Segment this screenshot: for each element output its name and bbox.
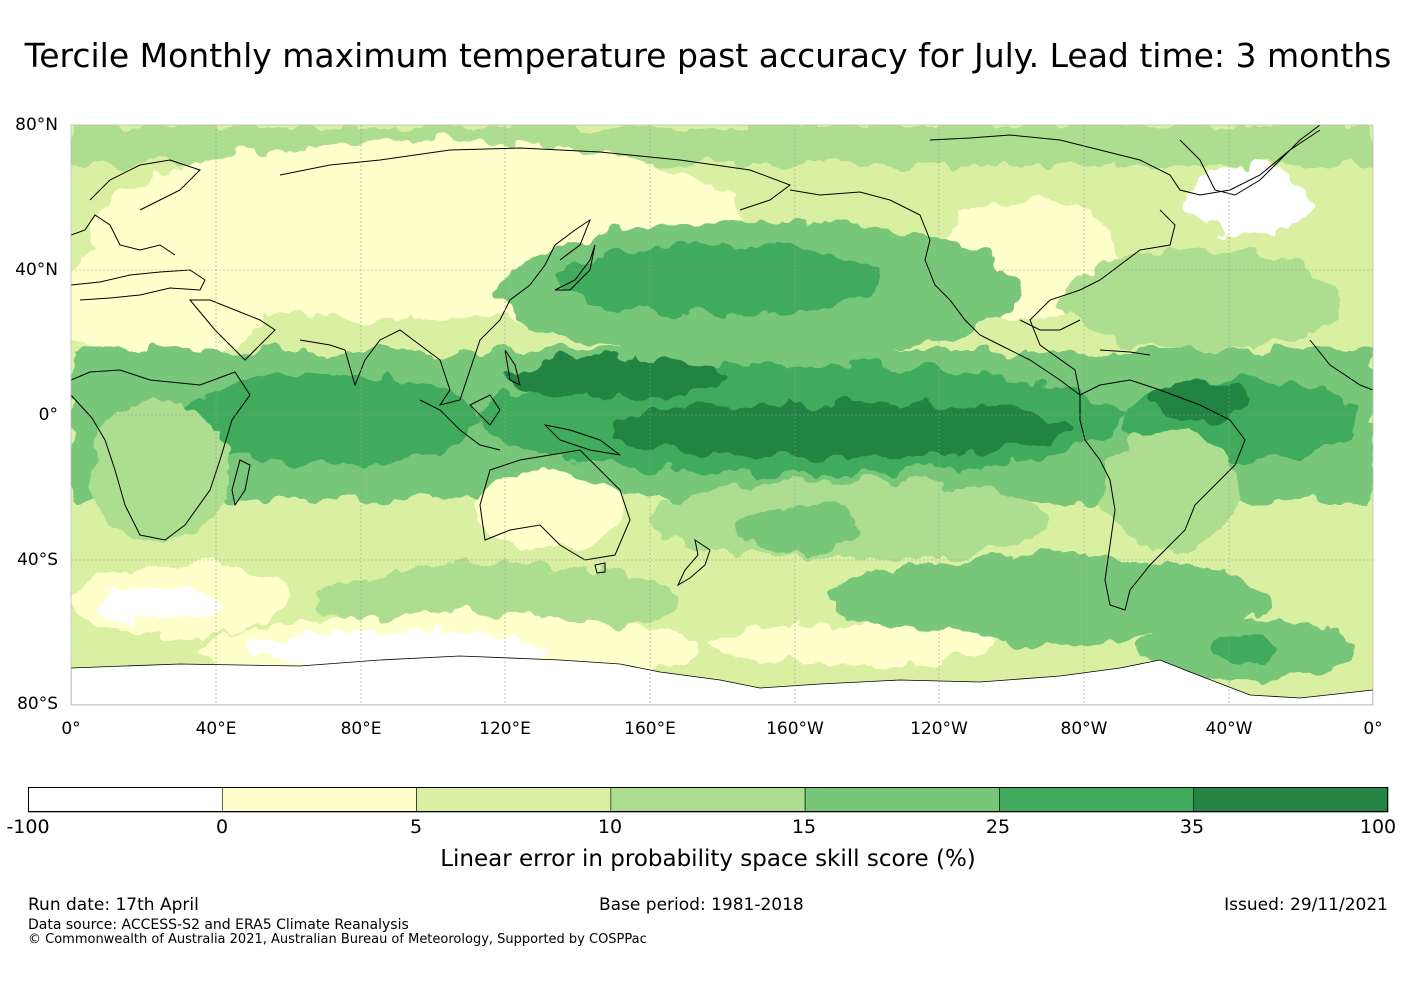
lon-label-40w: 40°W bbox=[1205, 719, 1253, 739]
colorbar-segment bbox=[1193, 787, 1389, 813]
fill-samerica-10 bbox=[1100, 430, 1240, 550]
chart-title: Tercile Monthly maximum temperature past… bbox=[24, 36, 1392, 75]
fill-southern-pale-east bbox=[710, 625, 990, 665]
lat-label-eq: 0° bbox=[38, 405, 58, 425]
coast-indonesia-1 bbox=[419, 399, 501, 451]
fill-greenland-white bbox=[1190, 165, 1310, 235]
data-source: Data source: ACCESS-S2 and ERA5 Climate … bbox=[28, 917, 409, 933]
coast-caribbean bbox=[1099, 349, 1151, 356]
fill-wpacific-35 bbox=[510, 358, 730, 398]
colorbar-segment bbox=[610, 787, 806, 813]
lon-label-0-left: 0° bbox=[61, 719, 81, 739]
fill-southern-25-east bbox=[1205, 638, 1275, 662]
lon-label-40e: 40°E bbox=[195, 719, 237, 739]
antarctica bbox=[71, 655, 1373, 705]
fill-southern-15 bbox=[830, 555, 1270, 645]
coast-india bbox=[299, 329, 421, 387]
coast-namerica-west bbox=[924, 259, 1081, 396]
fill-indian-25 bbox=[180, 375, 480, 465]
copyright: © Commonwealth of Australia 2021, Austra… bbox=[28, 932, 647, 947]
colorbar-segment bbox=[28, 787, 223, 813]
coast-greenland bbox=[1179, 125, 1321, 196]
coast-newguinea bbox=[543, 424, 621, 456]
colorbar-segment bbox=[804, 787, 1000, 813]
lat-label-40n: 40°N bbox=[15, 260, 58, 280]
coast-gulf bbox=[1019, 319, 1081, 331]
coast-philippines bbox=[504, 349, 521, 386]
coast-tasmania bbox=[594, 562, 606, 574]
coast-canada-arctic bbox=[929, 129, 1321, 196]
fill-npacific-25 bbox=[560, 245, 880, 315]
base-period: Base period: 1981-2018 bbox=[599, 895, 804, 915]
colorbar-segment bbox=[221, 787, 417, 813]
lat-label-80s: 80°S bbox=[17, 694, 58, 714]
colorbar-tick-label: 15 bbox=[791, 816, 817, 838]
coast-australia bbox=[479, 449, 631, 561]
coast-mediterranean bbox=[71, 269, 206, 301]
coast-westafrica-east bbox=[1309, 339, 1373, 391]
coast-alaska bbox=[789, 189, 931, 261]
colorbar-tick-label: 100 bbox=[1359, 816, 1397, 838]
lat-label-80n: 80°N bbox=[15, 115, 58, 135]
colorbar-segment bbox=[999, 787, 1195, 813]
colorbar-tick-label: 35 bbox=[1179, 816, 1205, 838]
lon-label-120e: 120°E bbox=[479, 719, 531, 739]
issued-date: Issued: 29/11/2021 bbox=[1224, 895, 1388, 915]
colorbar-tick-label: 10 bbox=[597, 816, 623, 838]
colorbar-segment bbox=[416, 787, 612, 813]
colorbar-tick-label: 25 bbox=[985, 816, 1011, 838]
fill-epacific-35 bbox=[610, 402, 1070, 458]
fill-africa-10 bbox=[90, 400, 230, 540]
lat-label-40s: 40°S bbox=[17, 550, 58, 570]
fill-australia-pale bbox=[480, 470, 620, 550]
coast-namerica-east bbox=[1029, 209, 1176, 396]
coast-samerica bbox=[1079, 379, 1246, 611]
coast-indonesia-2 bbox=[469, 394, 501, 426]
coast-madagascar bbox=[231, 459, 251, 507]
coast-africa bbox=[71, 369, 251, 541]
colorbar bbox=[28, 787, 1389, 813]
lon-label-0-right: 0° bbox=[1363, 719, 1383, 739]
colorbar-tick-label: 0 bbox=[215, 816, 229, 838]
lon-label-80e: 80°E bbox=[340, 719, 382, 739]
coast-newzealand bbox=[676, 538, 711, 587]
coast-arabia bbox=[188, 299, 276, 361]
colorbar-tick-label: -100 bbox=[6, 816, 50, 838]
fill-southern-white-west bbox=[100, 587, 220, 623]
colorbar-title: Linear error in probability space skill … bbox=[440, 846, 976, 872]
coastlines bbox=[71, 125, 1373, 611]
coast-japan bbox=[554, 244, 596, 291]
coast-china-korea bbox=[529, 218, 592, 286]
fill-spacific-15 bbox=[740, 505, 860, 555]
lon-label-160e: 160°E bbox=[624, 719, 676, 739]
lon-label-80w: 80°W bbox=[1060, 719, 1108, 739]
map-frame bbox=[70, 124, 1374, 706]
fill-atlantic-35 bbox=[1150, 382, 1250, 418]
lon-label-120w: 120°W bbox=[910, 719, 968, 739]
run-date: Run date: 17th April bbox=[28, 895, 199, 915]
coast-europe-west bbox=[71, 214, 176, 256]
colorbar-tick-label: 5 bbox=[409, 816, 423, 838]
fill-natlantic-10 bbox=[1060, 250, 1340, 350]
graticule bbox=[71, 125, 1373, 705]
coast-siberia bbox=[279, 147, 792, 211]
coast-scandinavia bbox=[89, 159, 201, 211]
lon-label-160w: 160°W bbox=[766, 719, 824, 739]
